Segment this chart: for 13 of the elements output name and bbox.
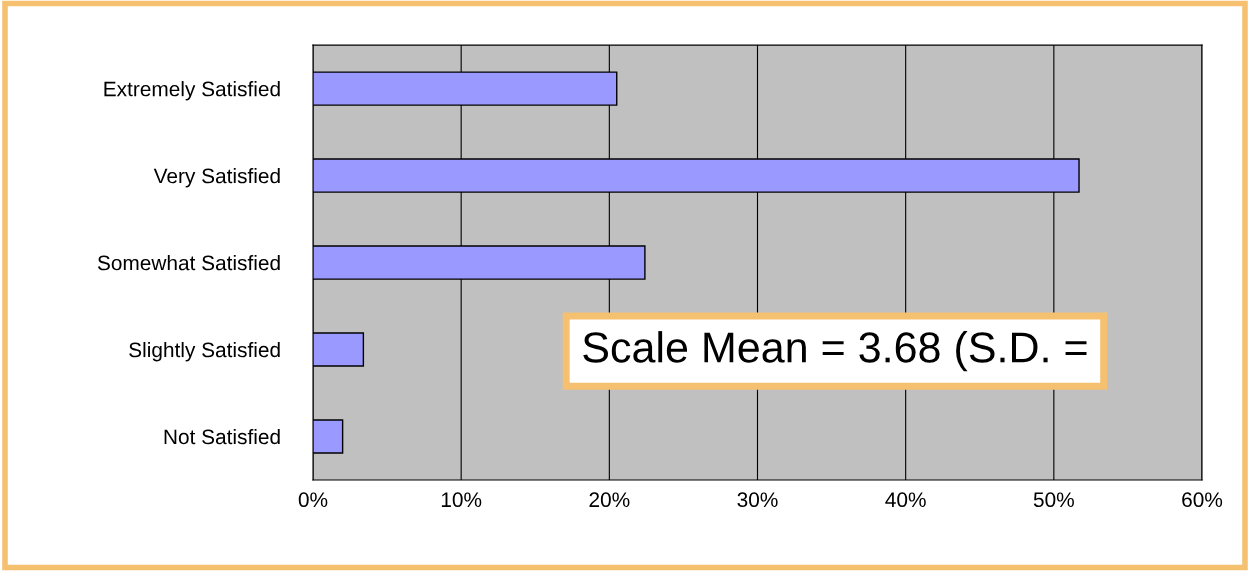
x-tick-label: 30%: [737, 492, 778, 508]
y-tick-label: Not Satisfied: [164, 428, 280, 445]
y-tick-label: Somewhat Satisfied: [97, 255, 280, 271]
annotation: Scale Mean = 3.68 (S.D. =: [583, 331, 1087, 372]
x-tick-label: 10%: [441, 492, 482, 508]
x-tick-label: 60%: [1182, 492, 1223, 508]
x-tick-label: 40%: [885, 492, 926, 508]
y-tick-label: Slightly Satisfied: [129, 341, 280, 362]
y-tick-label: Extremely Satisfied: [104, 81, 280, 101]
x-tick-label: 0%: [298, 492, 328, 508]
y-tick-label: Very Satisfied: [153, 168, 280, 188]
x-tick-label: 50%: [1033, 492, 1074, 508]
x-tick-label: 20%: [589, 492, 630, 508]
